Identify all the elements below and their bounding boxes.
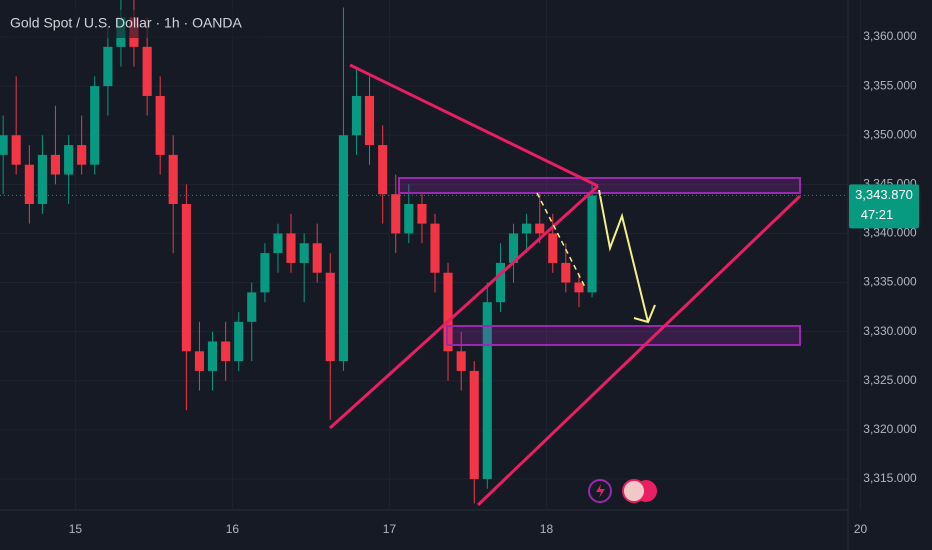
candle-body bbox=[574, 282, 584, 293]
candle-body bbox=[0, 135, 8, 155]
projection-arrow bbox=[598, 189, 649, 323]
candle-body bbox=[273, 233, 283, 254]
y-tick-label: 3,335.000 bbox=[863, 275, 917, 289]
candle-body bbox=[535, 223, 545, 234]
support-zone bbox=[446, 325, 801, 346]
candle-body bbox=[155, 95, 165, 155]
y-tick-label: 3,360.000 bbox=[863, 29, 917, 43]
y-tick-label: 3,320.000 bbox=[863, 422, 917, 436]
candle-body bbox=[391, 194, 401, 234]
candle-body bbox=[103, 46, 113, 87]
candle-body bbox=[299, 243, 309, 263]
candle-body bbox=[37, 154, 47, 204]
y-tick-label: 3,315.000 bbox=[863, 471, 917, 485]
x-tick-label: 18 bbox=[540, 522, 554, 536]
candle-body bbox=[24, 164, 34, 204]
countdown: 47:21 bbox=[861, 207, 894, 222]
candle-body bbox=[456, 351, 466, 371]
candle-body bbox=[587, 195, 597, 293]
lightning bbox=[596, 484, 605, 498]
candle-body bbox=[77, 145, 87, 165]
candle-body bbox=[521, 223, 532, 234]
y-tick-label: 3,350.000 bbox=[863, 127, 917, 141]
candle-body bbox=[417, 203, 427, 224]
y-tick-label: 3,325.000 bbox=[863, 373, 917, 387]
candle-body bbox=[64, 145, 74, 175]
candle-body bbox=[469, 370, 479, 479]
candle-body bbox=[221, 341, 231, 362]
candle-body bbox=[11, 135, 21, 165]
chart-title: Gold Spot / U.S. Dollar · 1h · OANDA bbox=[10, 15, 243, 31]
candle-body bbox=[495, 262, 506, 303]
trendline bbox=[349, 63, 599, 188]
candle-body bbox=[443, 272, 453, 352]
y-tick-label: 3,340.000 bbox=[863, 226, 917, 240]
candle-body bbox=[482, 302, 492, 479]
drawings bbox=[328, 63, 802, 507]
event-icon[interactable] bbox=[588, 479, 612, 503]
x-tick-label: 20 bbox=[854, 522, 868, 536]
candle-body bbox=[351, 95, 362, 136]
candle-body bbox=[561, 262, 571, 283]
x-tick-label: 16 bbox=[226, 522, 240, 536]
candle-body bbox=[168, 154, 178, 204]
candle-body bbox=[260, 253, 270, 293]
last-price-label: 3,343.870 bbox=[855, 187, 913, 202]
arrow-head bbox=[633, 304, 656, 324]
candle-body bbox=[90, 86, 100, 165]
candle-body bbox=[50, 154, 60, 175]
y-tick-label: 3,330.000 bbox=[863, 324, 917, 338]
last-price-box bbox=[849, 184, 919, 229]
candle-body bbox=[364, 95, 375, 146]
candle-body bbox=[312, 243, 322, 273]
title-backdrop bbox=[10, 10, 260, 38]
candle-body bbox=[234, 321, 244, 362]
y-tick-label: 3,355.000 bbox=[863, 78, 917, 92]
candle-body bbox=[338, 135, 349, 362]
axes: 3,315.000 3,320.000 3,325.000 3,330.000 3,33… bbox=[0, 29, 919, 536]
candle-body bbox=[142, 46, 152, 96]
candle-body bbox=[181, 203, 191, 352]
trendline bbox=[476, 194, 802, 507]
event-icon[interactable] bbox=[622, 479, 646, 503]
candle-body bbox=[286, 233, 296, 263]
candle-body bbox=[325, 272, 335, 362]
candle-body bbox=[404, 203, 414, 234]
candle-body bbox=[378, 145, 388, 195]
candle-body bbox=[508, 233, 519, 263]
x-tick-label: 15 bbox=[69, 522, 83, 536]
candle-body bbox=[247, 292, 257, 322]
candle-body bbox=[430, 223, 440, 273]
candle-body bbox=[194, 351, 204, 371]
x-tick-label: 17 bbox=[383, 522, 397, 536]
candle-body bbox=[548, 233, 558, 263]
candle-body bbox=[207, 341, 218, 371]
